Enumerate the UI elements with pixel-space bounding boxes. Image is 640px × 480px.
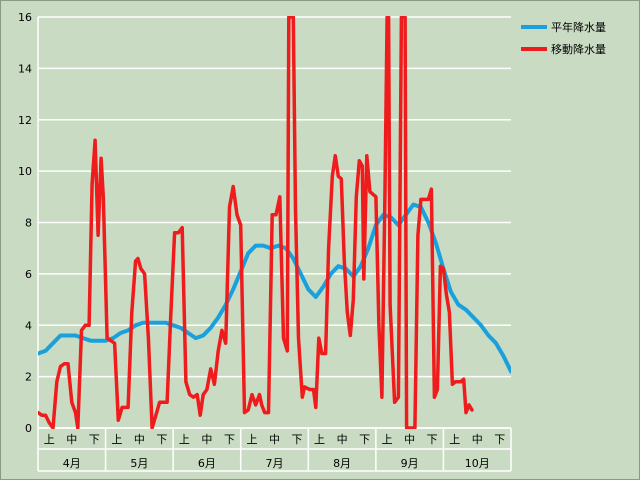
y-tick-label: 14 bbox=[18, 62, 32, 75]
y-tick-label: 8 bbox=[25, 217, 32, 230]
y-tick-label: 6 bbox=[25, 268, 32, 281]
y-axis: 0 2 4 6 8 10 12 14 16 bbox=[18, 11, 39, 435]
series-lines bbox=[38, 16, 511, 429]
x-tick-month: 8月 bbox=[333, 457, 351, 470]
x-tick-month: 5月 bbox=[130, 457, 148, 470]
y-tick-label: 16 bbox=[18, 11, 32, 24]
y-tick-label: 0 bbox=[25, 422, 32, 435]
x-tick-month: 9月 bbox=[401, 457, 419, 470]
x-tick-decade: 中 bbox=[66, 433, 77, 446]
x-tick-decade: 中 bbox=[404, 433, 415, 446]
x-tick-decade: 上 bbox=[246, 433, 257, 446]
x-tick-decade: 上 bbox=[44, 433, 55, 446]
gridlines bbox=[38, 16, 511, 429]
x-tick-decade: 中 bbox=[269, 433, 280, 446]
y-tick-label: 4 bbox=[25, 319, 32, 332]
x-tick-month: 10月 bbox=[465, 457, 490, 470]
x-tick-decade: 中 bbox=[201, 433, 212, 446]
x-tick-decade: 中 bbox=[337, 433, 348, 446]
y-tick-label: 10 bbox=[18, 165, 32, 178]
x-tick-decade: 上 bbox=[111, 433, 122, 446]
x-tick-decade: 下 bbox=[494, 433, 505, 446]
legend-label: 平年降水量 bbox=[551, 20, 606, 34]
x-tick-decade: 下 bbox=[359, 433, 370, 446]
x-tick-month: 6月 bbox=[198, 457, 216, 470]
x-tick-month: 7月 bbox=[266, 457, 284, 470]
legend-label: 移動降水量 bbox=[551, 42, 606, 56]
x-tick-decade: 上 bbox=[314, 433, 325, 446]
x-tick-decade: 下 bbox=[89, 433, 100, 446]
y-tick-label: 2 bbox=[25, 371, 32, 384]
x-tick-decade: 上 bbox=[449, 433, 460, 446]
x-tick-decade: 下 bbox=[224, 433, 235, 446]
x-tick-decade: 上 bbox=[179, 433, 190, 446]
x-tick-decade: 下 bbox=[156, 433, 167, 446]
x-tick-decade: 上 bbox=[382, 433, 393, 446]
x-axis: 上中下4月上中下5月上中下6月上中下7月上中下8月上中下9月上中下10月 bbox=[37, 427, 512, 472]
x-tick-decade: 下 bbox=[427, 433, 438, 446]
x-tick-decade: 中 bbox=[472, 433, 483, 446]
x-tick-decade: 中 bbox=[134, 433, 145, 446]
series-line-moving bbox=[38, 16, 474, 429]
x-tick-decade: 下 bbox=[292, 433, 303, 446]
y-tick-label: 12 bbox=[18, 114, 32, 127]
x-tick-month: 4月 bbox=[63, 457, 81, 470]
